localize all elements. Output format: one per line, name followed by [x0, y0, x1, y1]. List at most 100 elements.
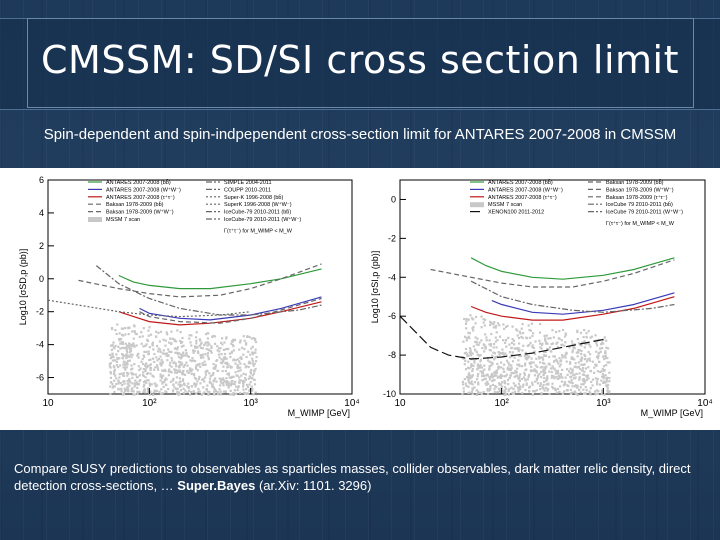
- scan-point: [598, 351, 601, 354]
- scan-point: [594, 377, 597, 380]
- scan-point: [606, 383, 609, 386]
- scan-point: [531, 346, 534, 349]
- scan-point: [206, 370, 209, 373]
- scan-point: [534, 380, 537, 383]
- scan-point: [122, 334, 125, 337]
- scan-point: [252, 372, 256, 375]
- scan-point: [584, 355, 587, 358]
- scan-point: [494, 384, 497, 388]
- scan-point: [223, 380, 226, 383]
- scan-point: [248, 389, 251, 392]
- scan-point: [167, 370, 170, 373]
- scan-point: [594, 363, 597, 366]
- scan-point: [556, 346, 559, 349]
- scan-point: [174, 387, 178, 390]
- scan-point: [526, 344, 529, 347]
- scan-point: [471, 352, 474, 355]
- scan-point: [518, 379, 521, 382]
- scan-point: [493, 343, 496, 346]
- scan-point: [593, 371, 596, 374]
- scan-point: [585, 389, 588, 392]
- scan-point: [586, 378, 589, 381]
- scan-point: [144, 376, 147, 379]
- scan-point: [505, 387, 508, 390]
- scan-point: [201, 353, 204, 356]
- scan-point: [130, 390, 133, 393]
- scan-point: [175, 365, 178, 368]
- scan-point: [469, 351, 472, 354]
- scan-point: [134, 379, 137, 382]
- scan-point: [161, 381, 164, 384]
- scan-point: [556, 387, 560, 391]
- scan-point: [176, 392, 179, 395]
- scan-point: [499, 383, 503, 386]
- scan-point: [558, 357, 561, 360]
- scan-point: [177, 391, 180, 394]
- scan-point: [162, 369, 165, 372]
- scan-point: [514, 369, 517, 372]
- scan-point: [132, 337, 135, 340]
- scan-point: [474, 336, 477, 339]
- scan-point: [161, 382, 164, 385]
- scan-point: [136, 354, 139, 357]
- scan-point: [462, 340, 465, 343]
- scan-point: [187, 386, 190, 389]
- scan-point: [518, 355, 521, 358]
- scan-point: [214, 388, 217, 391]
- scan-point: [569, 361, 572, 364]
- scan-point: [232, 392, 235, 395]
- scan-point: [180, 363, 183, 366]
- legend-entry: IceCube-79 2010-2011 (bb̄): [224, 209, 291, 216]
- scan-point: [121, 356, 124, 359]
- scan-point: [155, 389, 158, 393]
- scan-point: [498, 353, 501, 356]
- legend-entry: Super-K 1996-2008 (bb̄): [224, 194, 283, 201]
- scan-point: [496, 376, 499, 379]
- scan-point: [212, 334, 215, 338]
- scan-point: [195, 331, 198, 334]
- scan-point: [113, 379, 116, 382]
- scan-point: [517, 350, 520, 353]
- scan-point: [170, 365, 173, 368]
- scan-point: [149, 358, 152, 361]
- scan-point: [465, 327, 468, 330]
- scan-point: [479, 364, 482, 367]
- series-line: [491, 292, 675, 315]
- scan-point: [227, 386, 230, 389]
- scan-point: [237, 386, 240, 389]
- scan-point: [553, 359, 556, 363]
- scan-point: [486, 392, 490, 396]
- scan-point: [117, 380, 120, 383]
- scan-point: [514, 347, 517, 350]
- scan-point: [230, 350, 234, 353]
- scan-point: [204, 353, 207, 356]
- scan-point: [118, 337, 121, 341]
- scan-point: [477, 343, 480, 346]
- scan-point: [511, 351, 514, 354]
- scan-point: [140, 331, 143, 334]
- scan-point: [132, 344, 135, 347]
- scan-point: [184, 373, 187, 376]
- scan-point: [566, 384, 569, 387]
- scan-point: [196, 391, 200, 394]
- legend-entry: SuperK 1996-2008 (W⁺W⁻): [224, 201, 292, 208]
- scan-point: [214, 377, 217, 380]
- scan-point: [176, 351, 179, 354]
- scan-point: [479, 360, 482, 363]
- scan-point: [223, 341, 226, 344]
- scan-point: [597, 355, 600, 358]
- scan-point: [489, 323, 492, 327]
- scan-point: [464, 368, 468, 371]
- scan-point: [469, 314, 472, 317]
- scan-point: [155, 335, 158, 338]
- scan-point: [182, 372, 185, 375]
- scan-point: [122, 354, 126, 357]
- scan-point: [522, 332, 525, 335]
- scan-point: [587, 330, 590, 333]
- scan-point: [570, 340, 574, 343]
- scan-point: [513, 375, 516, 378]
- scan-point: [526, 378, 529, 381]
- scan-point: [138, 368, 141, 372]
- scan-point: [518, 364, 521, 368]
- scan-point: [239, 356, 242, 359]
